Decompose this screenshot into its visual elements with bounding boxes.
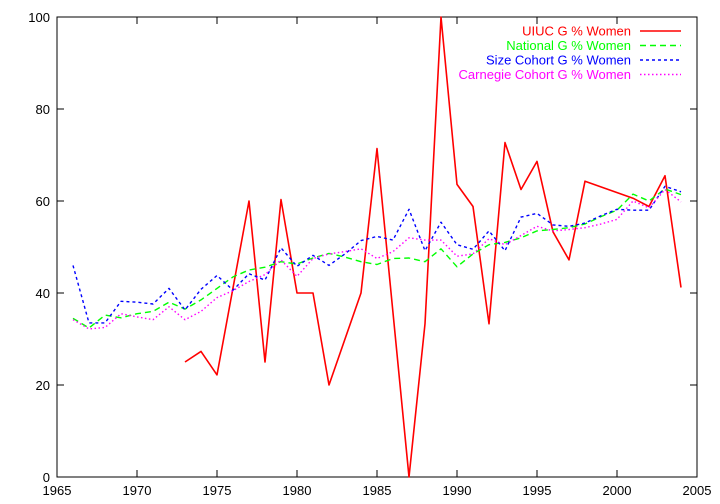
series-lines [72, 16, 682, 478]
x-tick-label: 1965 [43, 483, 72, 498]
x-tick-label: 2000 [603, 483, 632, 498]
series-line-carnegie-cohort-g-women [72, 188, 682, 330]
series-line-national-g-women [72, 188, 682, 329]
y-tick-label: 0 [43, 470, 50, 485]
y-tick-label: 100 [28, 10, 50, 25]
legend-label: Carnegie Cohort G % Women [459, 67, 631, 82]
plot-frame [56, 16, 698, 478]
series-line-uiuc-g-women [184, 16, 682, 478]
legend-label: National G % Women [506, 38, 631, 53]
x-tick-label: 1995 [523, 483, 552, 498]
x-tick-label: 2005 [683, 483, 712, 498]
x-tick-label: 1970 [123, 483, 152, 498]
legend-label: Size Cohort G % Women [486, 53, 631, 68]
y-tick-label: 60 [36, 194, 50, 209]
y-tick-label: 20 [36, 378, 50, 393]
x-tick-label: 1975 [203, 483, 232, 498]
legend-label: UIUC G % Women [522, 24, 631, 39]
series-line-size-cohort-g-women [72, 185, 682, 324]
axis-ticks: 1965 1970 1975 1980 1985 1990 1995 2000 2005 0 20 4… [28, 10, 711, 498]
y-tick-label: 80 [36, 102, 50, 117]
x-tick-label: 1990 [443, 483, 472, 498]
x-tick-label: 1985 [363, 483, 392, 498]
y-tick-label: 40 [36, 286, 50, 301]
x-tick-label: 1980 [283, 483, 312, 498]
